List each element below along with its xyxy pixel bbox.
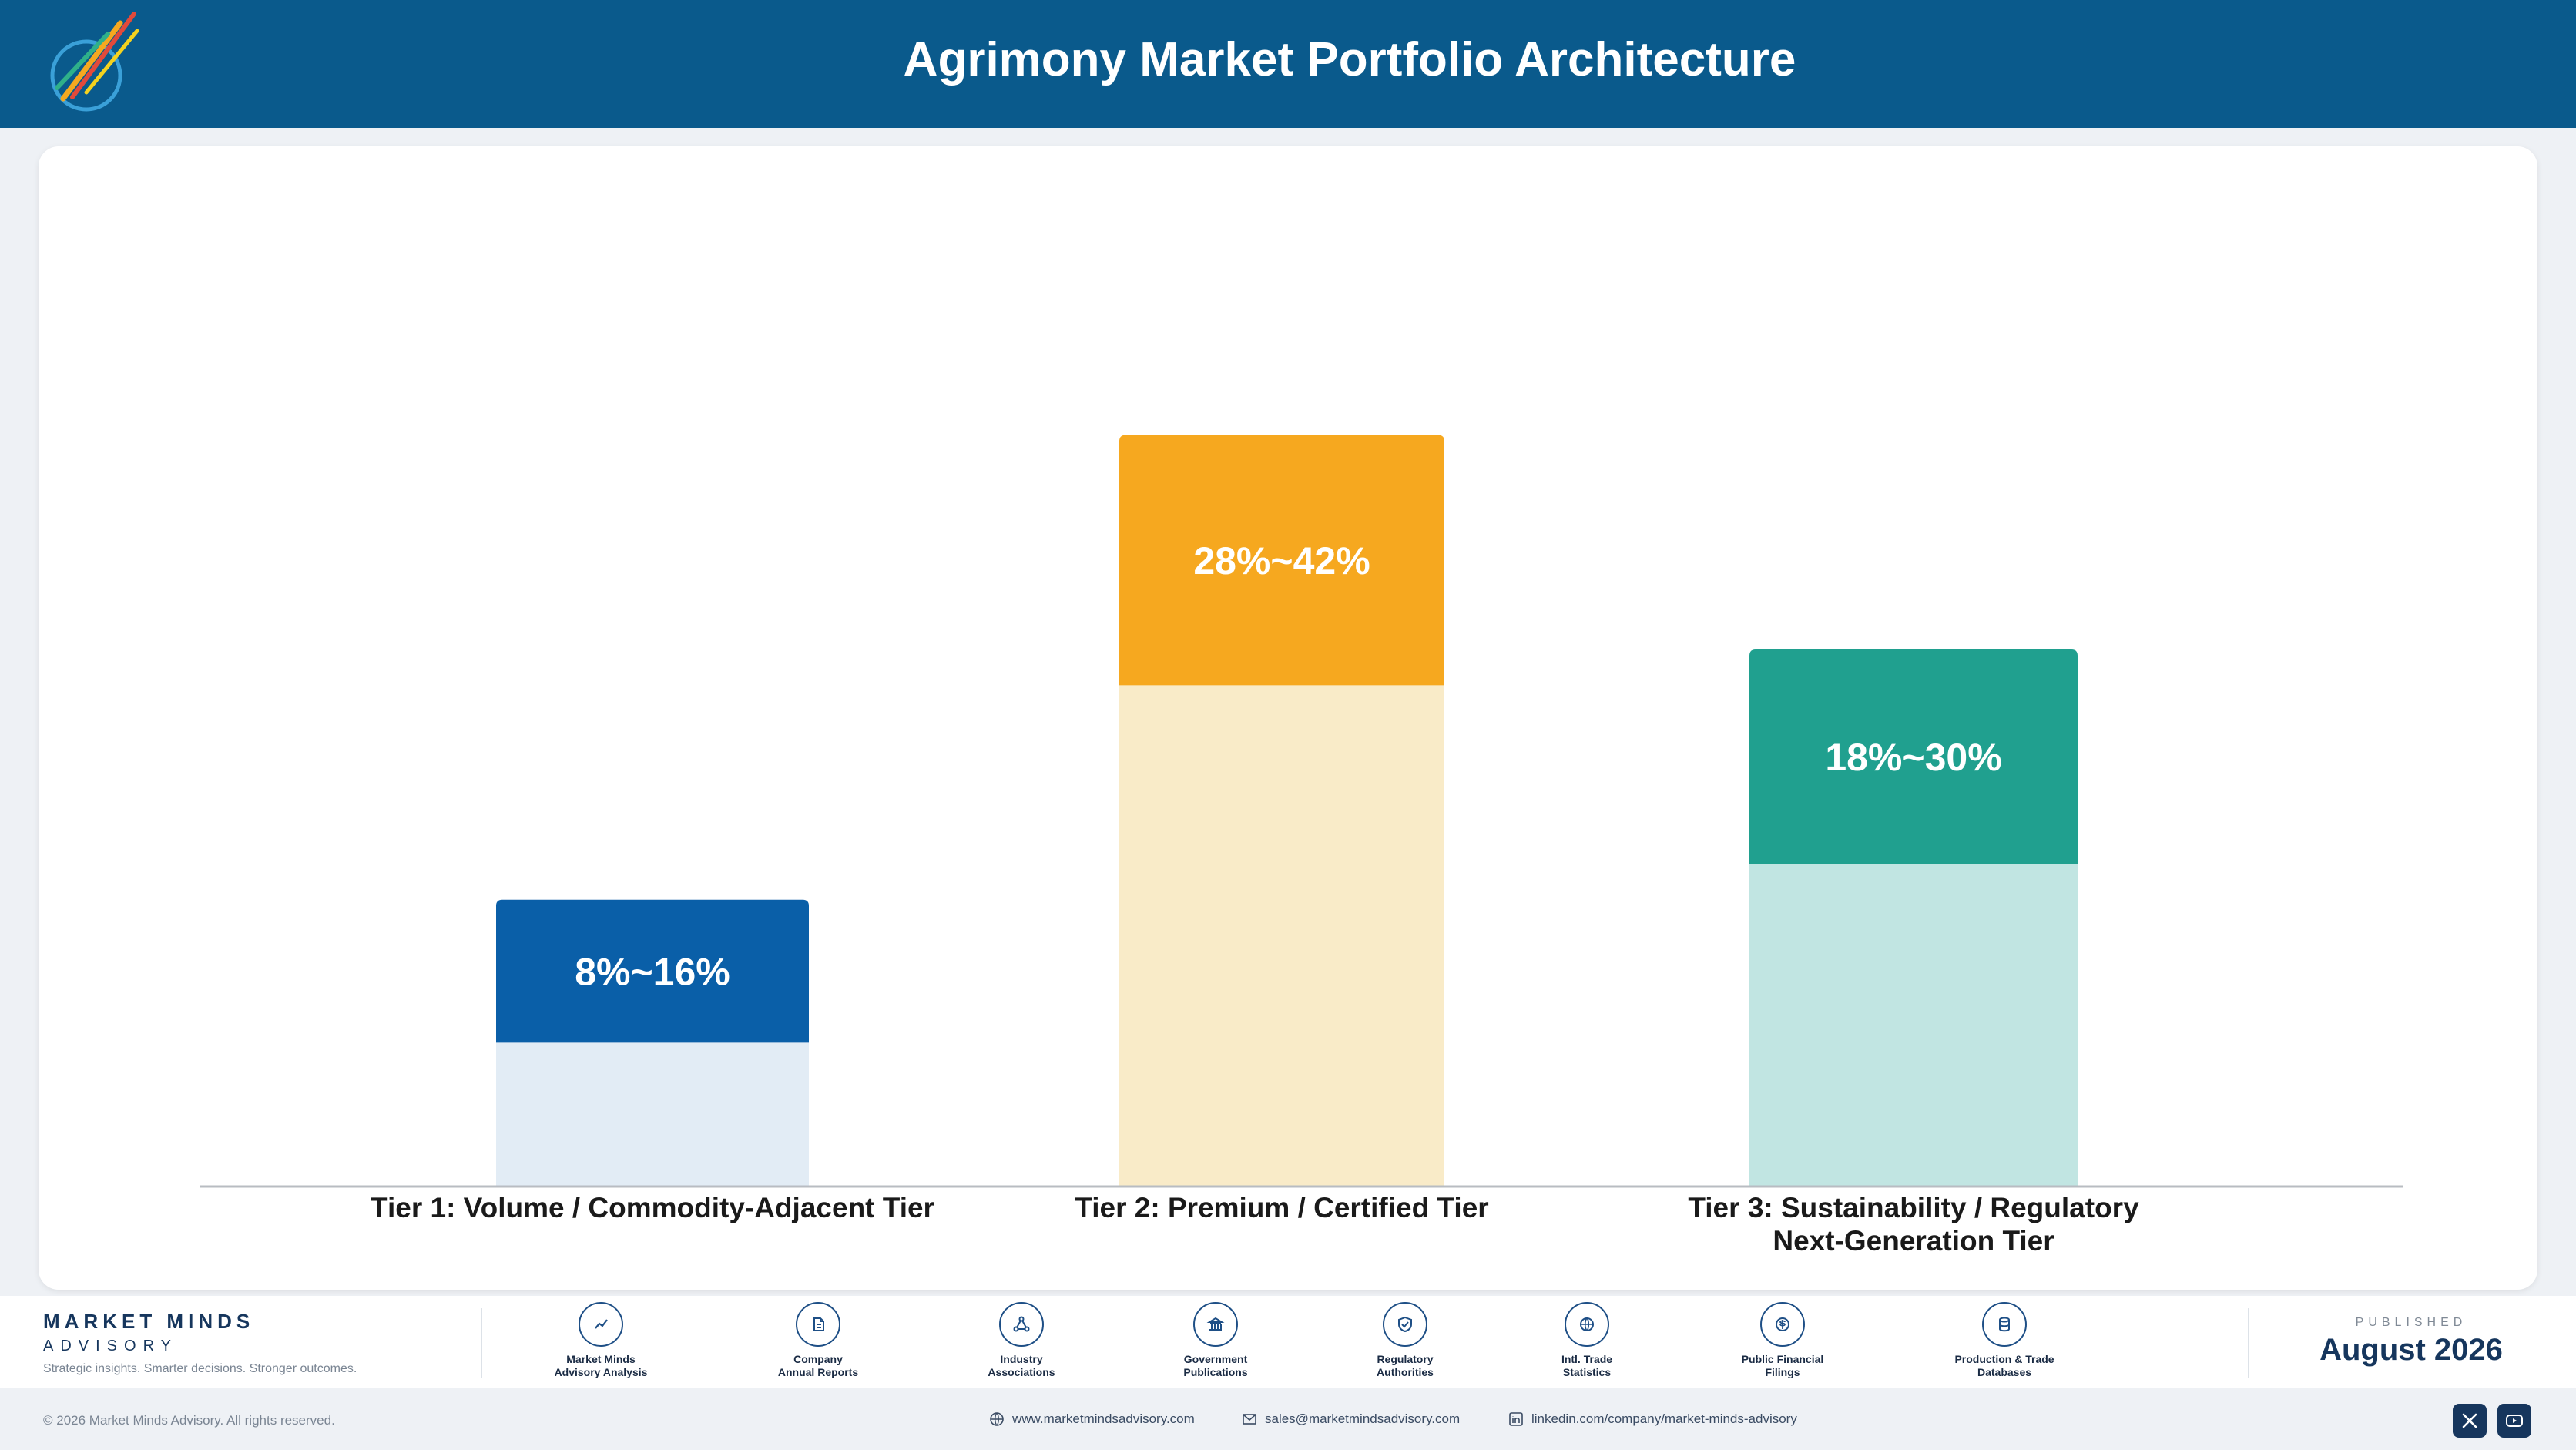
category-label: Next-Generation Tier <box>1773 1225 2054 1257</box>
source-item: Production & Trade Databases <box>1935 1302 2074 1379</box>
bar-range <box>1749 649 2078 864</box>
source-label: Government Publications <box>1183 1353 1248 1378</box>
source-label: Company Annual Reports <box>777 1353 859 1378</box>
bar-chart: 8%~16% Tier 1: Volume / Commodity-Adjacen… <box>200 435 2403 1257</box>
brand-name: MARKET MINDS <box>43 1310 255 1333</box>
brand-tagline: Strategic insights. Smarter decisions. S… <box>43 1362 357 1375</box>
source-label: Market Minds Advisory Analysis <box>554 1353 648 1378</box>
linkedin-link[interactable]: linkedin.com/company/market-minds-adviso… <box>1508 1411 1797 1427</box>
email-text: sales@marketmindsadvisory.com <box>1265 1411 1461 1426</box>
source-item: Industry Associations <box>952 1302 1091 1379</box>
source-label: Regulatory Authorities <box>1377 1353 1434 1378</box>
government-building-icon <box>1193 1302 1238 1347</box>
category-label: Tier 1: Volume / Commodity-Adjacent Tier <box>371 1192 934 1223</box>
website-link[interactable]: www.marketmindsadvisory.com <box>989 1411 1195 1427</box>
document-icon <box>796 1302 840 1347</box>
bar-range <box>496 899 809 1043</box>
youtube-social-button[interactable] <box>2497 1404 2531 1438</box>
header-bar: Agrimony Market Portfolio Architecture <box>0 0 2576 128</box>
network-icon <box>999 1302 1044 1347</box>
page-title: Agrimony Market Portfolio Architecture <box>903 33 1796 86</box>
divider <box>481 1308 482 1378</box>
bottom-bar <box>0 1388 2576 1450</box>
dollar-coin-icon <box>1760 1302 1805 1347</box>
company-logo <box>50 12 139 112</box>
source-label: Industry Associations <box>988 1353 1055 1378</box>
bar-base <box>1749 864 2078 1186</box>
brand-subtitle: ADVISORY <box>43 1338 178 1354</box>
chart-card: 8%~16% Tier 1: Volume / Commodity-Adjacen… <box>39 146 2537 1290</box>
linkedin-icon <box>1509 1412 1523 1426</box>
data-label: 18%~30% <box>1825 736 2001 779</box>
email-link[interactable]: sales@marketmindsadvisory.com <box>1242 1411 1460 1427</box>
website-text: www.marketmindsadvisory.com <box>1012 1411 1195 1426</box>
globe-icon <box>1565 1302 1609 1347</box>
source-item: Public Financial Filings <box>1713 1302 1852 1379</box>
bar-range <box>1119 435 1444 686</box>
x-logo-icon <box>2462 1413 2477 1428</box>
data-label: 28%~42% <box>1193 539 1370 582</box>
bar-base <box>496 1042 809 1186</box>
globe-icon <box>990 1412 1004 1426</box>
source-label: Production & Trade Databases <box>1954 1353 2054 1378</box>
source-item: Regulatory Authorities <box>1336 1302 1474 1379</box>
x-social-button[interactable] <box>2453 1404 2487 1438</box>
source-item: Company Annual Reports <box>749 1302 887 1379</box>
published-date: August 2026 <box>2319 1333 2503 1367</box>
data-label: 8%~16% <box>575 951 730 994</box>
linkedin-text: linkedin.com/company/market-minds-adviso… <box>1531 1411 1797 1426</box>
shield-check-icon <box>1383 1302 1427 1347</box>
bar-base <box>1119 685 1444 1186</box>
source-label: Intl. Trade Statistics <box>1561 1353 1613 1378</box>
copyright: © 2026 Market Minds Advisory. All rights… <box>43 1413 335 1428</box>
source-item: Intl. Trade Statistics <box>1518 1302 1656 1379</box>
footer-panel <box>0 1296 2576 1388</box>
mail-icon <box>1243 1414 1256 1425</box>
database-icon <box>1982 1302 2027 1347</box>
published-label: PUBLISHED <box>2355 1316 2467 1329</box>
youtube-icon <box>2506 1415 2523 1427</box>
source-item: Government Publications <box>1146 1302 1285 1379</box>
trend-chart-icon <box>579 1302 623 1347</box>
category-label: Tier 3: Sustainability / Regulatory <box>1688 1192 2139 1223</box>
divider <box>2248 1308 2249 1378</box>
source-label: Public Financial Filings <box>1741 1353 1824 1378</box>
category-label: Tier 2: Premium / Certified Tier <box>1075 1192 1488 1223</box>
source-item: Market Minds Advisory Analysis <box>532 1302 670 1379</box>
